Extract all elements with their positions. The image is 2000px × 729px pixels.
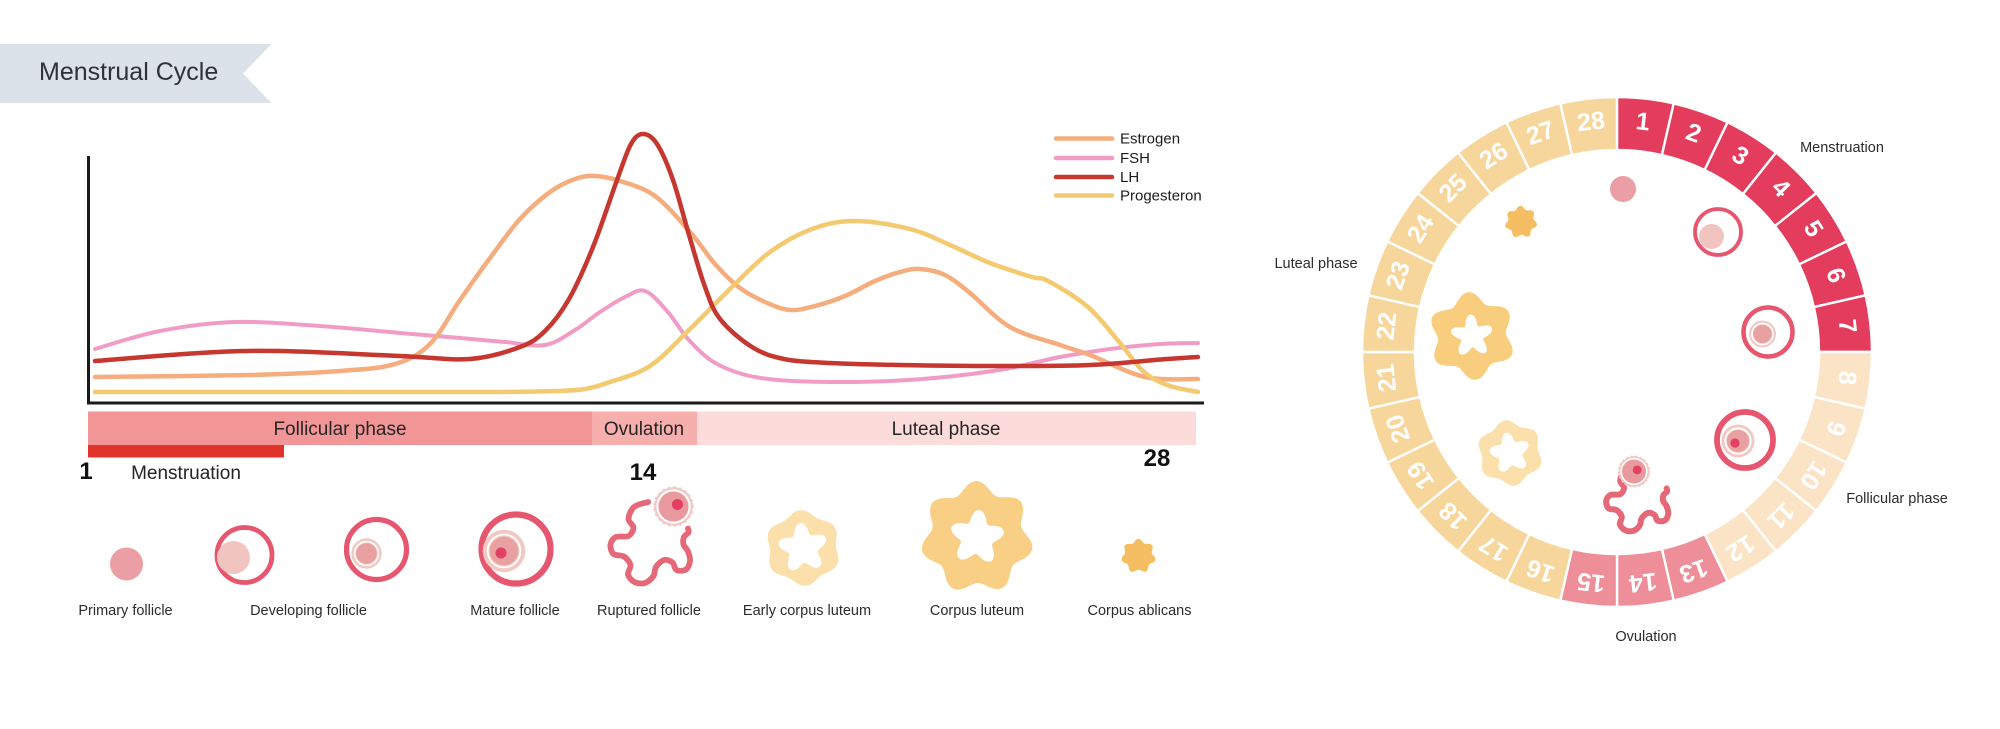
svg-text:Primary follicle: Primary follicle	[78, 603, 172, 619]
svg-text:22: 22	[1371, 311, 1402, 342]
svg-text:Ruptured follicle: Ruptured follicle	[597, 603, 701, 619]
svg-text:7: 7	[1833, 318, 1862, 335]
svg-text:14: 14	[630, 459, 657, 486]
svg-text:Follicular phase: Follicular phase	[1846, 491, 1948, 507]
svg-text:Menstruation: Menstruation	[131, 463, 241, 484]
svg-text:Developing follicle: Developing follicle	[250, 603, 367, 619]
svg-text:Luteal phase: Luteal phase	[1274, 256, 1357, 272]
svg-text:Follicular phase: Follicular phase	[273, 419, 406, 440]
svg-text:28: 28	[1576, 106, 1607, 137]
svg-text:8: 8	[1833, 369, 1862, 386]
svg-text:14: 14	[1627, 567, 1658, 598]
svg-text:Ovulation: Ovulation	[1615, 629, 1676, 645]
svg-text:Menstrual Cycle: Menstrual Cycle	[39, 58, 218, 86]
svg-text:Luteal phase: Luteal phase	[892, 419, 1001, 440]
svg-text:Corpus ablicans: Corpus ablicans	[1088, 603, 1192, 619]
svg-text:Menstruation: Menstruation	[1800, 140, 1884, 156]
svg-text:FSH: FSH	[1120, 150, 1150, 167]
svg-text:Ovulation: Ovulation	[604, 419, 684, 440]
svg-text:Corpus luteum: Corpus luteum	[930, 603, 1024, 619]
svg-text:Early corpus luteum: Early corpus luteum	[743, 603, 871, 619]
svg-text:21: 21	[1371, 362, 1402, 393]
svg-text:LH: LH	[1120, 169, 1139, 186]
svg-text:Estrogen: Estrogen	[1120, 131, 1180, 148]
svg-text:1: 1	[1634, 107, 1651, 136]
svg-text:Progesteron: Progesteron	[1120, 188, 1202, 205]
svg-text:1: 1	[79, 458, 92, 485]
svg-text:Mature follicle: Mature follicle	[470, 603, 559, 619]
svg-text:15: 15	[1576, 567, 1607, 598]
svg-text:28: 28	[1144, 445, 1171, 472]
